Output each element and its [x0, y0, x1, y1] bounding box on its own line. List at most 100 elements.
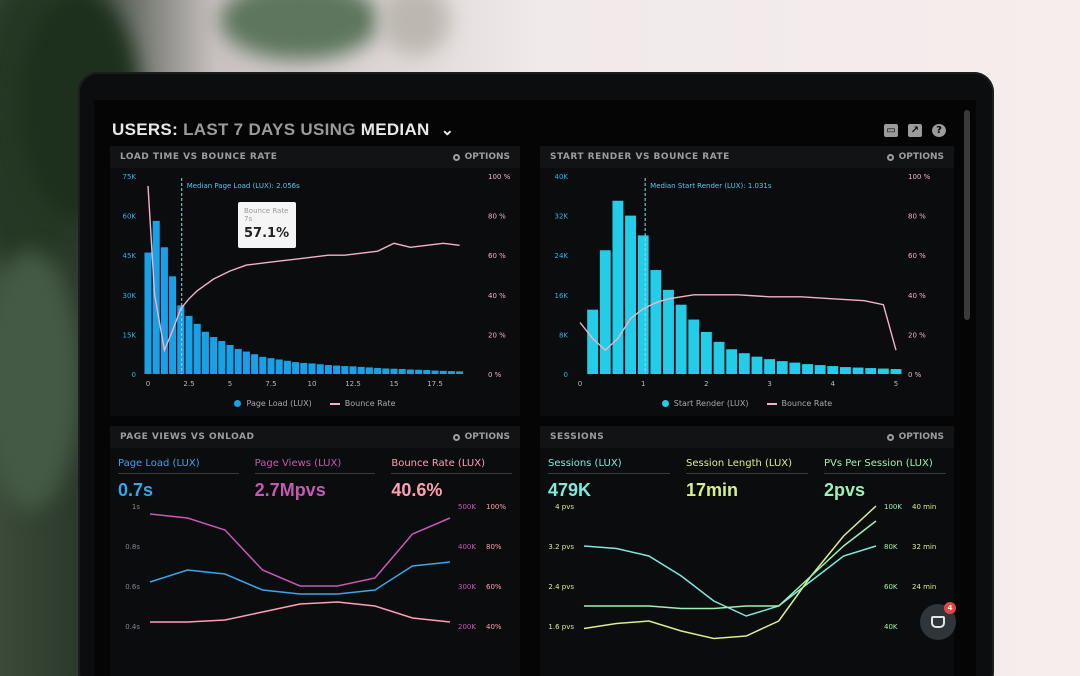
legend-item-page-load[interactable]: Page Load (LUX) — [234, 399, 312, 408]
histogram-bar — [300, 362, 308, 374]
metric-row: Page Load (LUX) 0.7s Page Views (LUX) 2.… — [118, 458, 513, 501]
x-tick-label: 12.5 — [345, 380, 361, 388]
y3-tick-label: 24 min — [912, 583, 936, 591]
legend-item-bounce-rate[interactable]: Bounce Rate — [766, 399, 833, 408]
histogram-bar — [218, 341, 226, 374]
metric-page-load[interactable]: Page Load (LUX) 0.7s — [118, 458, 239, 501]
load-vs-bounce-chart: 0 15K 30K 45K 60K 75K 0 % 20 % 40 % 60 % 80 % 100 %… — [123, 173, 511, 388]
y3-tick-label: 60% — [486, 583, 502, 591]
title-prefix: USERS: — [112, 120, 179, 139]
share-icon[interactable]: ↗ — [908, 123, 922, 137]
y2-tick-label: 20 % — [908, 331, 926, 339]
histogram-bar — [587, 309, 599, 374]
histogram-bar — [357, 366, 365, 374]
y-tick-label: 0 — [564, 371, 568, 379]
histogram-bar — [226, 344, 234, 374]
x-tick-label: 2 — [704, 380, 708, 388]
legend-item-start-render[interactable]: Start Render (LUX) — [661, 399, 749, 408]
y3-tick-label: 80% — [486, 543, 502, 551]
histogram-bar — [152, 220, 160, 374]
histogram-bar — [688, 319, 700, 374]
legend-item-bounce-rate[interactable]: Bounce Rate — [329, 399, 396, 408]
legend-label: Page Load (LUX) — [246, 399, 312, 408]
histogram-bar — [251, 354, 259, 374]
y2-tick-label: 0 % — [908, 371, 922, 379]
panel-title: PAGE VIEWS VS ONLOAD — [120, 432, 255, 442]
median-label: Median Page Load (LUX): 2.056s — [187, 182, 300, 190]
options-button[interactable]: OPTIONS — [452, 152, 510, 162]
panel-title: START RENDER VS BOUNCE RATE — [550, 152, 730, 162]
options-label: OPTIONS — [898, 152, 944, 162]
dashboard-screen: USERS: LAST 7 DAYS USING MEDIAN ⌄ ▭ ↗ ? … — [94, 100, 976, 676]
legend-dot-icon — [661, 400, 669, 407]
histogram-bar — [738, 353, 750, 374]
series-line — [149, 561, 451, 595]
y-tick-label: 8K — [559, 331, 568, 339]
y2-tick-label: 40 % — [488, 292, 506, 300]
histogram-bar — [423, 370, 431, 374]
help-icon[interactable]: ? — [932, 123, 946, 137]
histogram-bar — [726, 349, 738, 374]
options-button[interactable]: OPTIONS — [886, 432, 944, 442]
pageviews-vs-onload-chart: 0.4s 0.6s 0.8s 1s 200K 300K 400K 500K 40% 60% 80% 1… — [125, 503, 506, 631]
y2-tick-label: 80 % — [488, 213, 506, 221]
histogram-bar — [267, 358, 275, 374]
y-tick-label: 24K — [555, 252, 569, 260]
histogram-bar — [415, 369, 423, 374]
histogram-bar — [333, 365, 341, 374]
metric-label: Page Views (LUX) — [254, 458, 376, 474]
histogram-bar — [431, 370, 439, 374]
metric-session-length[interactable]: Session Length (LUX) 17min — [686, 458, 808, 501]
median-label: Median Start Render (LUX): 1.031s — [650, 182, 772, 190]
scrollbar[interactable] — [964, 110, 970, 320]
metric-sessions[interactable]: Sessions (LUX) 479K — [548, 458, 670, 501]
legend-label: Start Render (LUX) — [673, 399, 749, 408]
options-button[interactable]: OPTIONS — [886, 152, 944, 162]
monitor-icon[interactable]: ▭ — [884, 123, 898, 137]
options-label: OPTIONS — [898, 432, 944, 442]
histogram-bar — [852, 367, 864, 374]
y3-tick-label: 100% — [486, 503, 506, 511]
options-label: OPTIONS — [464, 432, 510, 442]
dashboard-title[interactable]: USERS: LAST 7 DAYS USING MEDIAN ⌄ — [112, 120, 454, 140]
x-tick-label: 4 — [831, 380, 836, 388]
options-button[interactable]: OPTIONS — [452, 432, 510, 442]
histogram-bar — [365, 367, 373, 374]
metric-bounce-rate[interactable]: Bounce Rate (LUX) 40.6% — [391, 458, 513, 501]
histogram-bar — [210, 337, 218, 374]
histogram-bar — [382, 368, 390, 374]
histogram-bar — [193, 323, 201, 374]
histogram-bar — [275, 359, 283, 374]
y-tick-label: 0.8s — [125, 543, 140, 551]
y2-tick-label: 500K — [458, 503, 476, 511]
chart-legend: Start Render (LUX) Bounce Rate — [540, 399, 954, 408]
y2-tick-label: 400K — [458, 543, 476, 551]
x-tick-label: 0 — [146, 380, 150, 388]
histogram-bar — [390, 368, 398, 374]
metric-value: 479K — [548, 480, 592, 500]
metric-pvs-per-session[interactable]: PVs Per Session (LUX) 2pvs — [824, 458, 946, 501]
series-line — [150, 601, 451, 623]
histogram-bar — [185, 315, 193, 374]
y2-tick-label: 40 % — [908, 292, 926, 300]
metric-page-views[interactable]: Page Views (LUX) 2.7Mpvs — [254, 458, 376, 501]
histogram-bar — [406, 369, 414, 374]
header-icons: ▭ ↗ ? — [884, 123, 946, 137]
histogram-bar — [675, 304, 687, 374]
histogram-bar — [663, 289, 674, 374]
histogram-bar — [625, 215, 636, 374]
histogram-bar — [169, 276, 177, 374]
histogram-bar — [316, 364, 324, 374]
y-tick-label: 45K — [123, 252, 137, 260]
y-tick-label: 1.6 pvs — [548, 623, 574, 631]
y-tick-label: 40K — [555, 173, 569, 181]
metric-label: PVs Per Session (LUX) — [824, 458, 946, 474]
options-icon — [452, 433, 460, 441]
chart-legend: Page Load (LUX) Bounce Rate — [110, 399, 520, 408]
legend-label: Bounce Rate — [781, 399, 833, 408]
x-tick-label: 3 — [767, 380, 771, 388]
y2-tick-label: 40K — [884, 623, 898, 631]
histogram-bar — [637, 235, 649, 374]
chat-button[interactable]: 4 — [920, 602, 956, 640]
chevron-down-icon[interactable]: ⌄ — [440, 122, 455, 139]
